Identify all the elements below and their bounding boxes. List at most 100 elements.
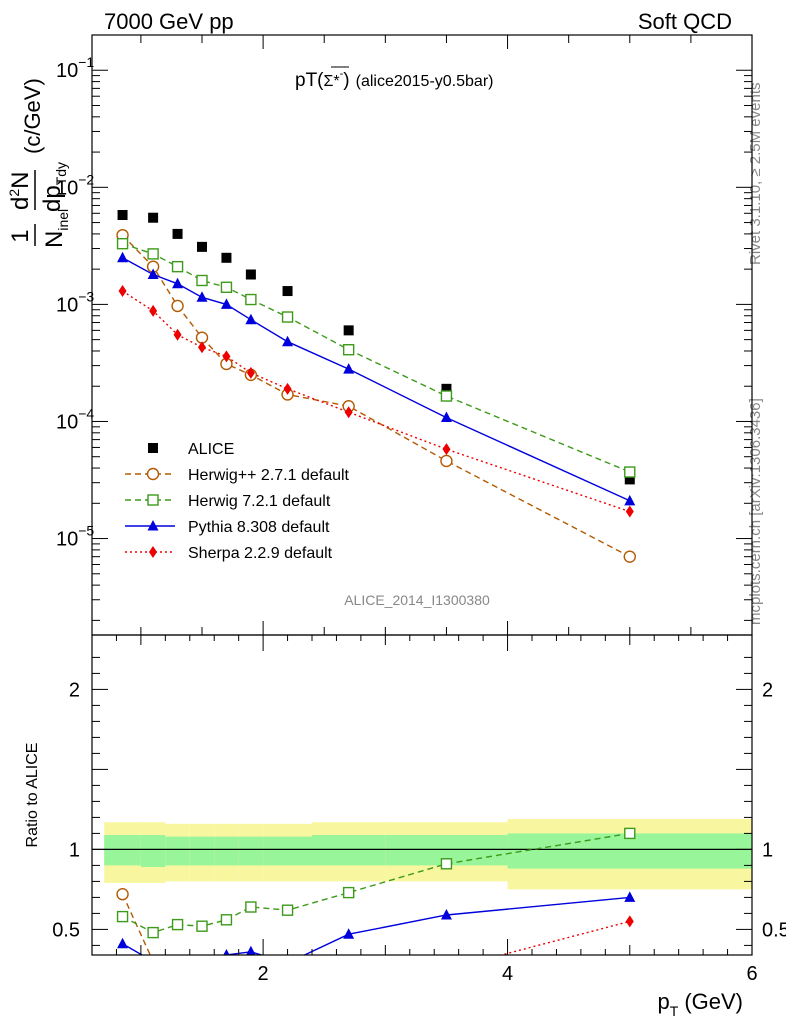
analysis-watermark: ALICE_2014_I1300380	[344, 592, 490, 608]
ratio-point-pythia	[624, 891, 636, 902]
ratio-point-herwig	[220, 914, 233, 926]
main-point-herwig	[342, 344, 355, 356]
main-point-sherpa	[222, 350, 231, 363]
main-point-sherpa	[283, 382, 292, 395]
plot-title-close: )	[343, 70, 349, 91]
main-point-herwig	[281, 311, 294, 323]
ratio-point-herwig	[440, 858, 453, 870]
main-line-sherpa	[122, 290, 631, 513]
legend-label: Sherpa 2.2.9 default	[188, 545, 333, 562]
legend-marker	[146, 467, 160, 481]
plot-title: pT(Σ*-) (alice2015-y0.5bar)	[295, 68, 493, 91]
main-point-alice	[343, 325, 354, 336]
main-point-herwig	[196, 274, 208, 287]
header-category-label: Soft QCD	[638, 9, 732, 34]
main-point-pythia	[624, 494, 636, 506]
main-point-herwig	[171, 299, 184, 313]
header-energy-label: 7000 GeV pp	[104, 9, 234, 34]
main-line-herwig	[122, 243, 631, 473]
main-point-sherpa	[149, 304, 158, 317]
ratio-point-pythia	[440, 909, 452, 920]
ratio-y-tick-label-left: 2	[69, 679, 80, 701]
ylabel-d2n: d2N	[6, 172, 34, 211]
main-point-alice	[197, 241, 207, 252]
ratio-band-inner	[104, 835, 141, 866]
main-y-axis-label: 1 Ninel d2N dpTdy (c/GeV)	[6, 78, 71, 248]
main-point-pythia	[147, 268, 159, 280]
ratio-line-pythia	[122, 896, 630, 955]
main-point-alice	[624, 474, 635, 485]
main-point-herwig	[220, 281, 233, 293]
main-y-tick-label: 10−3	[56, 288, 94, 316]
plot-title-sup: -	[340, 68, 344, 80]
main-point-alice	[148, 212, 159, 223]
ylabel-units: (c/GeV)	[20, 78, 45, 154]
main-point-pythia	[196, 291, 208, 302]
ratio-y-tick-label-right: 2	[762, 679, 773, 701]
legend-marker	[149, 546, 157, 558]
ratio-band-inner	[507, 833, 752, 869]
main-point-sherpa	[246, 366, 255, 379]
main-point-pythia	[172, 277, 184, 289]
ratio-line-sherpa	[498, 920, 630, 955]
legend-label: Herwig 7.2.1 default	[188, 493, 331, 510]
main-point-herwig	[171, 260, 184, 273]
ratio-band-inner	[312, 835, 386, 866]
main-y-tick-label: 10−5	[56, 523, 94, 551]
main-point-alice	[172, 228, 183, 239]
main-point-alice	[221, 252, 232, 263]
ratio-series-markers	[116, 827, 636, 977]
ratio-band-inner	[238, 836, 264, 866]
rivet-version-label: Rivet 3.1.10, ≥ 2.5M events	[747, 83, 764, 266]
ratio-point-herwig	[342, 886, 355, 899]
ratio-uncertainty-bands	[92, 819, 752, 890]
ratio-point-herwig	[196, 920, 208, 932]
main-point-alice	[441, 383, 452, 394]
main-point-sherpa	[198, 341, 206, 354]
main-axis-ticks: 10−5 10−4 10−3 10−2 10−1	[56, 34, 752, 635]
main-point-herwig	[147, 248, 159, 260]
ratio-band-inner	[263, 836, 312, 866]
ylabel-n: Ninel	[41, 209, 71, 248]
main-point-herwig	[623, 550, 636, 563]
main-point-alice	[245, 269, 256, 280]
main-point-pythia	[220, 298, 232, 309]
ratio-point-herwig	[245, 901, 257, 913]
main-point-pythia	[440, 411, 452, 423]
ratio-point-herwig	[171, 918, 184, 931]
ratio-point-pythia	[117, 937, 129, 949]
main-point-pythia	[245, 313, 257, 325]
ylabel-one: 1	[7, 229, 34, 242]
ratio-point-herwig	[172, 966, 183, 977]
ratio-point-herwig	[148, 956, 159, 967]
legend-marker	[147, 494, 159, 506]
ylabel-dp: dpTdy	[39, 162, 69, 212]
x-tick-label: 2	[258, 963, 269, 985]
ratio-band-inner	[189, 836, 215, 866]
main-point-pythia	[343, 363, 355, 374]
x-tick-label: 4	[502, 963, 513, 985]
ratio-point-sherpa	[625, 915, 634, 928]
ratio-axis-ticks: 0.5 0.5 1 1 2 2 2 4 6	[52, 635, 786, 985]
main-y-tick-label: 10−1	[56, 54, 94, 82]
ratio-band-inner	[140, 835, 166, 867]
main-line-herwig	[122, 234, 631, 558]
plot-title-tag: (alice2015-y0.5bar)	[356, 73, 494, 90]
main-point-alice	[117, 210, 128, 221]
main-point-pythia	[282, 335, 294, 347]
ratio-point-sherpa	[442, 963, 450, 975]
ratio-y-tick-label-left: 1	[69, 839, 80, 861]
ratio-y-tick-label-left: 0.5	[52, 919, 80, 941]
main-point-sherpa	[625, 505, 634, 518]
legend-marker	[148, 443, 158, 453]
ratio-y-tick-label-right: 1	[762, 839, 773, 861]
ratio-point-herwig	[624, 827, 636, 840]
ratio-series-lines	[121, 832, 630, 955]
ratio-line-herwig	[122, 832, 630, 934]
main-series-markers	[116, 210, 636, 563]
ratio-point-pythia	[282, 957, 293, 968]
legend-label: Herwig++ 2.7.1 default	[188, 467, 350, 484]
main-point-sherpa	[118, 285, 127, 298]
plot-title-symbol: Σ*	[324, 73, 340, 90]
main-point-sherpa	[344, 406, 353, 419]
